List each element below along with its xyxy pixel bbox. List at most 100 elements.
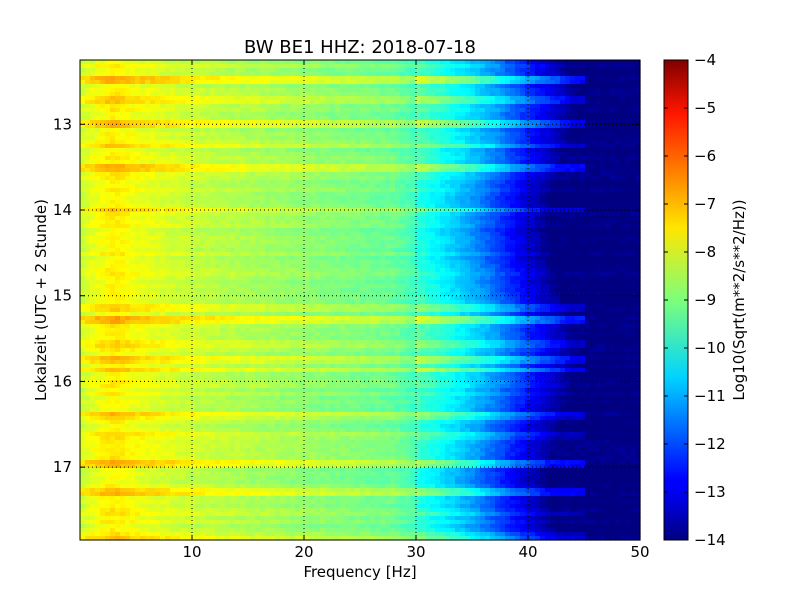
heatmap-cell — [420, 148, 426, 153]
heatmap-cell — [305, 72, 311, 77]
heatmap-cell — [360, 152, 366, 157]
heatmap-cell — [295, 200, 301, 205]
heatmap-cell — [355, 88, 361, 93]
heatmap-cell — [550, 80, 556, 85]
heatmap-cell — [495, 76, 501, 81]
heatmap-cell — [375, 148, 381, 153]
heatmap-cell — [575, 108, 581, 113]
heatmap-cell — [170, 60, 176, 65]
heatmap-cell — [105, 196, 111, 201]
heatmap-cell — [105, 116, 111, 121]
heatmap-cell — [545, 72, 551, 77]
heatmap-cell — [175, 172, 181, 177]
heatmap-cell — [500, 220, 506, 225]
heatmap-cell — [210, 220, 216, 225]
heatmap-cell — [590, 64, 596, 69]
heatmap-cell — [555, 212, 561, 217]
heatmap-cell — [355, 76, 361, 81]
heatmap-cell — [300, 164, 306, 169]
heatmap-cell — [535, 84, 541, 89]
heatmap-cell — [400, 60, 406, 65]
heatmap-cell — [635, 196, 641, 201]
heatmap-cell — [400, 128, 406, 133]
heatmap-cell — [440, 192, 446, 197]
heatmap-cell — [110, 200, 116, 205]
heatmap-cell — [460, 208, 466, 213]
heatmap-cell — [470, 144, 476, 149]
heatmap-cell — [370, 232, 376, 237]
heatmap-cell — [575, 200, 581, 205]
heatmap-cell — [535, 224, 541, 229]
heatmap-cell — [450, 176, 456, 181]
heatmap-cell — [260, 212, 266, 217]
heatmap-cell — [375, 80, 381, 85]
heatmap-cell — [365, 180, 371, 185]
heatmap-cell — [155, 164, 161, 169]
heatmap-cell — [620, 228, 626, 233]
heatmap-cell — [580, 108, 586, 113]
heatmap-cell — [310, 136, 316, 141]
heatmap-cell — [580, 76, 586, 81]
heatmap-cell — [540, 232, 546, 237]
heatmap-cell — [270, 64, 276, 69]
heatmap-cell — [260, 188, 266, 193]
heatmap-cell — [405, 104, 411, 109]
heatmap-cell — [625, 172, 631, 177]
heatmap-cell — [360, 216, 366, 221]
heatmap-cell — [435, 100, 441, 105]
heatmap-cell — [335, 236, 341, 241]
heatmap-cell — [525, 140, 531, 145]
heatmap-cell — [545, 92, 551, 97]
heatmap-cell — [140, 104, 146, 109]
heatmap-cell — [435, 136, 441, 141]
heatmap-cell — [515, 96, 521, 101]
heatmap-cell — [290, 220, 296, 225]
heatmap-cell — [335, 228, 341, 233]
heatmap-cell — [415, 160, 421, 165]
heatmap-cell — [295, 176, 301, 181]
heatmap-cell — [405, 160, 411, 165]
heatmap-cell — [245, 108, 251, 113]
heatmap-cell — [540, 112, 546, 117]
heatmap-cell — [115, 76, 121, 81]
heatmap-cell — [520, 224, 526, 229]
heatmap-cell — [505, 76, 511, 81]
heatmap-cell — [560, 188, 566, 193]
heatmap-cell — [485, 108, 491, 113]
heatmap-cell — [350, 124, 356, 129]
heatmap-cell — [160, 220, 166, 225]
heatmap-cell — [560, 228, 566, 233]
heatmap-cell — [415, 64, 421, 69]
heatmap-cell — [510, 180, 516, 185]
heatmap-cell — [130, 224, 136, 229]
heatmap-cell — [555, 120, 561, 125]
heatmap-cell — [405, 112, 411, 117]
heatmap-cell — [205, 120, 211, 125]
heatmap-cell — [405, 124, 411, 129]
heatmap-cell — [345, 64, 351, 69]
heatmap-cell — [170, 64, 176, 69]
heatmap-cell — [485, 200, 491, 205]
heatmap-cell — [345, 120, 351, 125]
heatmap-cell — [565, 148, 571, 153]
heatmap-cell — [155, 160, 161, 165]
heatmap-cell — [165, 148, 171, 153]
heatmap-cell — [300, 212, 306, 217]
heatmap-cell — [400, 148, 406, 153]
heatmap-cell — [240, 156, 246, 161]
heatmap-cell — [380, 224, 386, 229]
heatmap-cell — [110, 64, 116, 69]
heatmap-cell — [495, 212, 501, 217]
heatmap-cell — [120, 220, 126, 225]
heatmap-cell — [95, 224, 101, 229]
heatmap-cell — [230, 120, 236, 125]
heatmap-cell — [210, 132, 216, 137]
heatmap-cell — [235, 172, 241, 177]
heatmap-cell — [610, 164, 616, 169]
heatmap-cell — [505, 136, 511, 141]
heatmap-cell — [450, 116, 456, 121]
heatmap-cell — [235, 132, 241, 137]
heatmap-cell — [405, 192, 411, 197]
heatmap-cell — [345, 140, 351, 145]
heatmap-cell — [430, 124, 436, 129]
